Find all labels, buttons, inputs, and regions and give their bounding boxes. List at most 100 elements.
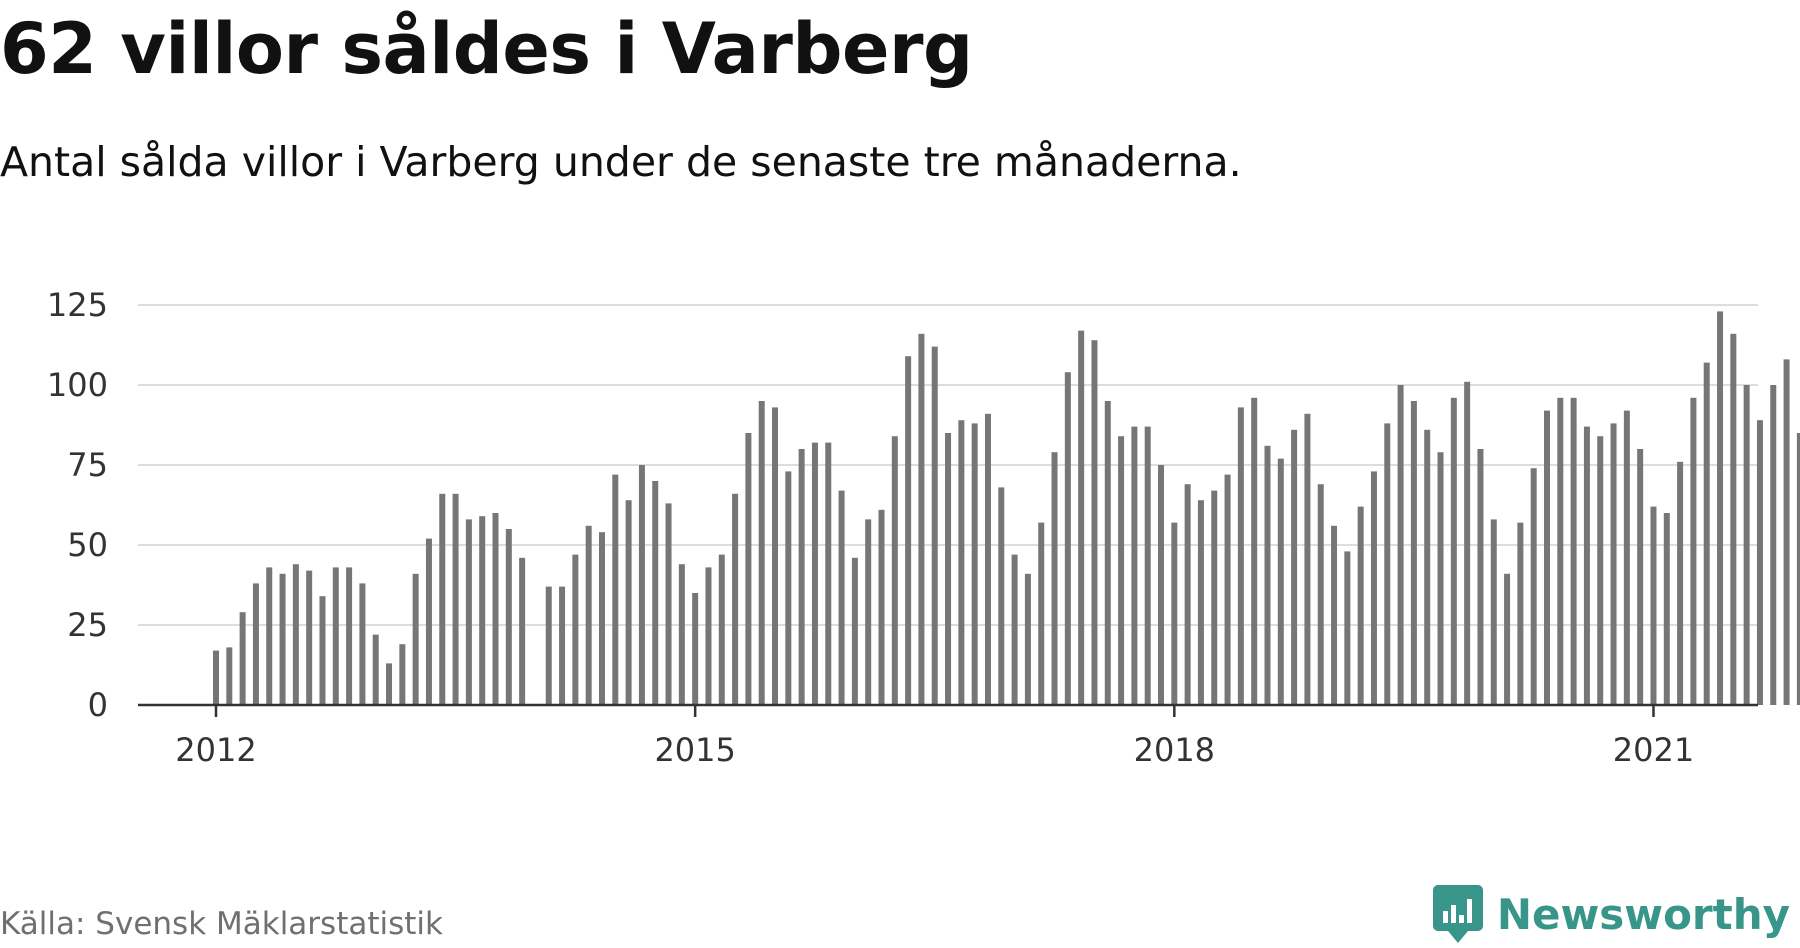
bar — [1504, 573, 1511, 705]
bar — [585, 525, 592, 705]
bar — [465, 519, 472, 705]
bar — [1331, 525, 1338, 705]
bar — [1717, 311, 1724, 705]
bar — [1450, 397, 1457, 705]
bar — [1397, 385, 1404, 705]
bar — [652, 481, 659, 705]
bar — [1703, 362, 1710, 705]
bar — [971, 423, 978, 705]
x-tick-label: 2018 — [1134, 731, 1215, 769]
bar — [319, 596, 326, 705]
bar — [1317, 484, 1324, 705]
bar — [1743, 385, 1750, 705]
bar — [1237, 407, 1244, 705]
bar — [1224, 474, 1231, 705]
bar — [1370, 471, 1377, 705]
bar — [1091, 340, 1098, 705]
bar — [239, 612, 246, 705]
bar — [1104, 401, 1111, 705]
bar — [918, 333, 925, 705]
bar — [1517, 522, 1524, 705]
bar — [1796, 433, 1800, 705]
bar — [1690, 397, 1697, 705]
bar — [745, 433, 752, 705]
bar — [891, 436, 898, 705]
bar — [612, 474, 619, 705]
bar — [1144, 426, 1151, 705]
brand-name: Newsworthy — [1496, 889, 1790, 939]
bar — [1544, 410, 1550, 705]
bar — [1437, 452, 1444, 705]
bar — [1663, 513, 1670, 705]
bar — [1610, 423, 1617, 705]
y-tick-label: 75 — [67, 446, 108, 484]
bar — [412, 573, 419, 705]
bar — [798, 449, 805, 705]
bar — [519, 557, 526, 705]
bar — [505, 529, 512, 705]
y-tick-label: 50 — [67, 526, 108, 564]
bar — [292, 564, 299, 705]
bar — [984, 413, 991, 705]
newsworthy-brand[interactable]: Newsworthy — [1432, 885, 1790, 943]
x-tick-label: 2021 — [1613, 731, 1694, 769]
bar — [479, 516, 486, 705]
bar — [1583, 426, 1590, 705]
x-tick-label: 2015 — [654, 731, 735, 769]
bar — [399, 644, 406, 705]
bar — [1291, 429, 1298, 705]
bar — [1158, 465, 1165, 705]
source-note: Källa: Svensk Mäklarstatistik — [0, 906, 443, 942]
bar — [1197, 500, 1204, 705]
bar — [226, 647, 233, 705]
bar — [1357, 506, 1364, 705]
bar — [1344, 551, 1351, 705]
bar — [372, 634, 379, 705]
bar — [1184, 484, 1191, 705]
bar — [1637, 449, 1644, 705]
bar — [1118, 436, 1125, 705]
bar — [386, 663, 393, 705]
bar — [1251, 397, 1258, 705]
bar — [1783, 359, 1790, 705]
bar — [1477, 449, 1484, 705]
bar — [838, 490, 845, 705]
bar — [732, 493, 739, 705]
bar — [1464, 381, 1471, 705]
bar — [1570, 397, 1577, 705]
bar — [851, 557, 858, 705]
bar — [905, 356, 912, 705]
bar — [1051, 452, 1058, 705]
bar — [452, 493, 459, 705]
chart-subtitle: Antal sålda villor i Varberg under de se… — [0, 138, 1242, 186]
bar — [958, 420, 965, 705]
bar — [758, 401, 765, 705]
bar — [359, 583, 366, 705]
bar — [425, 538, 432, 705]
bar — [785, 471, 792, 705]
bar — [252, 583, 259, 705]
bar — [692, 593, 699, 705]
chart-title: 62 villor såldes i Varberg — [0, 8, 973, 90]
bar — [665, 503, 672, 705]
bar — [439, 493, 446, 705]
bar — [678, 564, 685, 705]
bar — [1038, 522, 1045, 705]
bar — [1770, 385, 1777, 705]
bar — [1410, 401, 1417, 705]
bar — [1304, 413, 1311, 705]
y-tick-label: 0 — [88, 686, 108, 724]
bar — [1131, 426, 1138, 705]
bar — [1384, 423, 1391, 705]
bar — [1490, 519, 1497, 705]
bar — [1530, 468, 1537, 705]
bar — [1078, 330, 1085, 705]
bar — [625, 500, 632, 705]
bar — [1623, 410, 1630, 705]
bar — [279, 573, 286, 705]
bar — [213, 650, 219, 705]
bar — [998, 487, 1005, 705]
bar — [1650, 506, 1657, 705]
bar — [638, 465, 645, 705]
bar — [266, 567, 273, 705]
